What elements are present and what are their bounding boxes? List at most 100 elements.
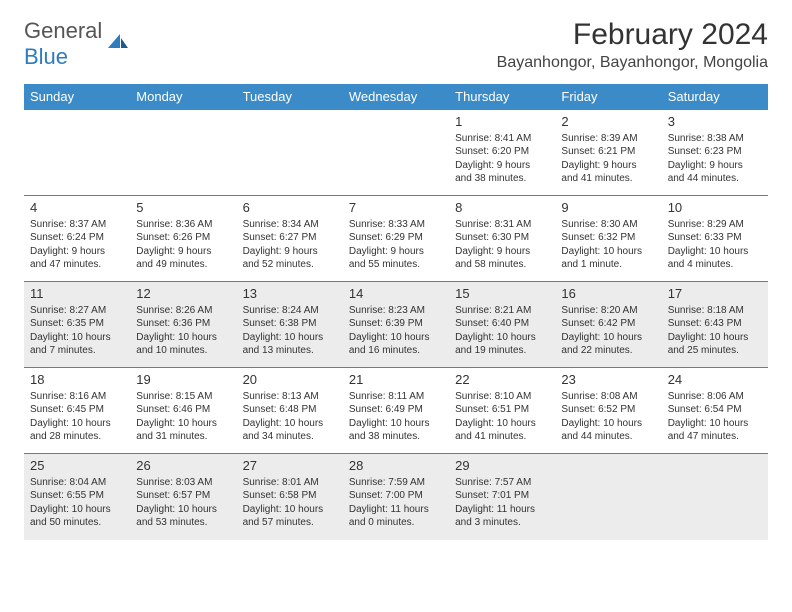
daylight-text: Daylight: 10 hours and 16 minutes. xyxy=(349,331,443,358)
sunrise-text: Sunrise: 8:27 AM xyxy=(30,304,124,318)
sunrise-text: Sunrise: 8:33 AM xyxy=(349,218,443,232)
sunrise-text: Sunrise: 7:59 AM xyxy=(349,476,443,490)
sunset-text: Sunset: 6:29 PM xyxy=(349,231,443,245)
day-header: Saturday xyxy=(662,84,768,110)
sunset-text: Sunset: 6:42 PM xyxy=(561,317,655,331)
sunset-text: Sunset: 6:27 PM xyxy=(243,231,337,245)
sunrise-text: Sunrise: 7:57 AM xyxy=(455,476,549,490)
calendar-empty-cell xyxy=(343,110,449,196)
daylight-text: Daylight: 9 hours and 44 minutes. xyxy=(668,159,762,186)
calendar-day-cell: 1Sunrise: 8:41 AMSunset: 6:20 PMDaylight… xyxy=(449,110,555,196)
sunset-text: Sunset: 6:52 PM xyxy=(561,403,655,417)
sunset-text: Sunset: 6:46 PM xyxy=(136,403,230,417)
sunset-text: Sunset: 6:36 PM xyxy=(136,317,230,331)
day-number: 21 xyxy=(349,371,443,389)
calendar-day-cell: 22Sunrise: 8:10 AMSunset: 6:51 PMDayligh… xyxy=(449,368,555,454)
sunset-text: Sunset: 6:58 PM xyxy=(243,489,337,503)
calendar-table: SundayMondayTuesdayWednesdayThursdayFrid… xyxy=(24,84,768,540)
day-header: Sunday xyxy=(24,84,130,110)
daylight-text: Daylight: 10 hours and 41 minutes. xyxy=(455,417,549,444)
daylight-text: Daylight: 10 hours and 34 minutes. xyxy=(243,417,337,444)
daylight-text: Daylight: 10 hours and 10 minutes. xyxy=(136,331,230,358)
calendar-empty-cell xyxy=(555,454,661,540)
daylight-text: Daylight: 10 hours and 28 minutes. xyxy=(30,417,124,444)
sunrise-text: Sunrise: 8:31 AM xyxy=(455,218,549,232)
sunrise-text: Sunrise: 8:20 AM xyxy=(561,304,655,318)
calendar-day-cell: 27Sunrise: 8:01 AMSunset: 6:58 PMDayligh… xyxy=(237,454,343,540)
sunset-text: Sunset: 6:35 PM xyxy=(30,317,124,331)
day-header: Monday xyxy=(130,84,236,110)
calendar-day-cell: 5Sunrise: 8:36 AMSunset: 6:26 PMDaylight… xyxy=(130,196,236,282)
calendar-day-cell: 24Sunrise: 8:06 AMSunset: 6:54 PMDayligh… xyxy=(662,368,768,454)
calendar-day-cell: 18Sunrise: 8:16 AMSunset: 6:45 PMDayligh… xyxy=(24,368,130,454)
day-number: 11 xyxy=(30,285,124,303)
daylight-text: Daylight: 10 hours and 47 minutes. xyxy=(668,417,762,444)
sunrise-text: Sunrise: 8:39 AM xyxy=(561,132,655,146)
daylight-text: Daylight: 11 hours and 0 minutes. xyxy=(349,503,443,530)
sunset-text: Sunset: 6:51 PM xyxy=(455,403,549,417)
day-header: Tuesday xyxy=(237,84,343,110)
day-number: 10 xyxy=(668,199,762,217)
calendar-week-row: 25Sunrise: 8:04 AMSunset: 6:55 PMDayligh… xyxy=(24,454,768,540)
daylight-text: Daylight: 9 hours and 41 minutes. xyxy=(561,159,655,186)
day-number: 2 xyxy=(561,113,655,131)
day-number: 7 xyxy=(349,199,443,217)
daylight-text: Daylight: 10 hours and 57 minutes. xyxy=(243,503,337,530)
calendar-empty-cell xyxy=(24,110,130,196)
day-number: 26 xyxy=(136,457,230,475)
calendar-day-cell: 20Sunrise: 8:13 AMSunset: 6:48 PMDayligh… xyxy=(237,368,343,454)
sunrise-text: Sunrise: 8:29 AM xyxy=(668,218,762,232)
day-number: 19 xyxy=(136,371,230,389)
day-number: 24 xyxy=(668,371,762,389)
sunrise-text: Sunrise: 8:01 AM xyxy=(243,476,337,490)
calendar-header-row: SundayMondayTuesdayWednesdayThursdayFrid… xyxy=(24,84,768,110)
daylight-text: Daylight: 10 hours and 19 minutes. xyxy=(455,331,549,358)
daylight-text: Daylight: 10 hours and 31 minutes. xyxy=(136,417,230,444)
sunset-text: Sunset: 7:00 PM xyxy=(349,489,443,503)
sunrise-text: Sunrise: 8:03 AM xyxy=(136,476,230,490)
calendar-day-cell: 13Sunrise: 8:24 AMSunset: 6:38 PMDayligh… xyxy=(237,282,343,368)
month-title: February 2024 xyxy=(497,18,768,52)
daylight-text: Daylight: 9 hours and 52 minutes. xyxy=(243,245,337,272)
sunrise-text: Sunrise: 8:16 AM xyxy=(30,390,124,404)
sunrise-text: Sunrise: 8:08 AM xyxy=(561,390,655,404)
sunset-text: Sunset: 6:32 PM xyxy=(561,231,655,245)
calendar-day-cell: 6Sunrise: 8:34 AMSunset: 6:27 PMDaylight… xyxy=(237,196,343,282)
calendar-day-cell: 3Sunrise: 8:38 AMSunset: 6:23 PMDaylight… xyxy=(662,110,768,196)
sunrise-text: Sunrise: 8:34 AM xyxy=(243,218,337,232)
calendar-week-row: 4Sunrise: 8:37 AMSunset: 6:24 PMDaylight… xyxy=(24,196,768,282)
logo-text-blue: Blue xyxy=(24,44,68,69)
calendar-day-cell: 19Sunrise: 8:15 AMSunset: 6:46 PMDayligh… xyxy=(130,368,236,454)
calendar-day-cell: 4Sunrise: 8:37 AMSunset: 6:24 PMDaylight… xyxy=(24,196,130,282)
day-number: 16 xyxy=(561,285,655,303)
calendar-day-cell: 11Sunrise: 8:27 AMSunset: 6:35 PMDayligh… xyxy=(24,282,130,368)
day-number: 5 xyxy=(136,199,230,217)
sunrise-text: Sunrise: 8:21 AM xyxy=(455,304,549,318)
day-number: 28 xyxy=(349,457,443,475)
sunrise-text: Sunrise: 8:10 AM xyxy=(455,390,549,404)
day-number: 14 xyxy=(349,285,443,303)
daylight-text: Daylight: 10 hours and 7 minutes. xyxy=(30,331,124,358)
daylight-text: Daylight: 10 hours and 44 minutes. xyxy=(561,417,655,444)
sunrise-text: Sunrise: 8:13 AM xyxy=(243,390,337,404)
calendar-empty-cell xyxy=(130,110,236,196)
logo: General Blue xyxy=(24,18,130,70)
calendar-day-cell: 12Sunrise: 8:26 AMSunset: 6:36 PMDayligh… xyxy=(130,282,236,368)
day-number: 8 xyxy=(455,199,549,217)
daylight-text: Daylight: 10 hours and 50 minutes. xyxy=(30,503,124,530)
calendar-day-cell: 28Sunrise: 7:59 AMSunset: 7:00 PMDayligh… xyxy=(343,454,449,540)
daylight-text: Daylight: 10 hours and 13 minutes. xyxy=(243,331,337,358)
sunrise-text: Sunrise: 8:26 AM xyxy=(136,304,230,318)
calendar-day-cell: 29Sunrise: 7:57 AMSunset: 7:01 PMDayligh… xyxy=(449,454,555,540)
calendar-day-cell: 17Sunrise: 8:18 AMSunset: 6:43 PMDayligh… xyxy=(662,282,768,368)
day-number: 6 xyxy=(243,199,337,217)
daylight-text: Daylight: 9 hours and 49 minutes. xyxy=(136,245,230,272)
day-number: 9 xyxy=(561,199,655,217)
sunset-text: Sunset: 6:24 PM xyxy=(30,231,124,245)
sunset-text: Sunset: 6:48 PM xyxy=(243,403,337,417)
day-number: 22 xyxy=(455,371,549,389)
daylight-text: Daylight: 9 hours and 58 minutes. xyxy=(455,245,549,272)
daylight-text: Daylight: 9 hours and 38 minutes. xyxy=(455,159,549,186)
calendar-day-cell: 10Sunrise: 8:29 AMSunset: 6:33 PMDayligh… xyxy=(662,196,768,282)
daylight-text: Daylight: 10 hours and 38 minutes. xyxy=(349,417,443,444)
